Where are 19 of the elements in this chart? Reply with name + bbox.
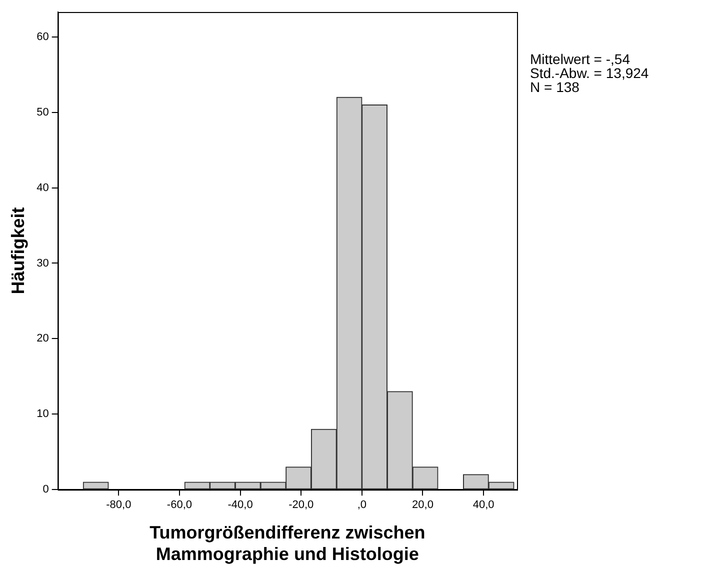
x-tick-label: 20,0 — [412, 499, 434, 512]
x-axis-title: Tumorgrößendifferenz zwischen Mammographie und Histologie — [150, 522, 426, 564]
x-tick-label: 40,0 — [472, 499, 494, 512]
y-axis-title: Häufigkeit — [8, 207, 28, 294]
text: Mittelwert = -,54 — [530, 51, 631, 67]
y-tick-label: 10 — [36, 408, 49, 420]
x-tick-label: -60,0 — [166, 499, 192, 512]
y-tick-label: 20 — [36, 332, 49, 345]
x-tick-label: -20,0 — [288, 499, 314, 512]
y-tick-label: 40 — [36, 182, 49, 194]
y-tick-label: 60 — [36, 30, 49, 43]
text: Std.-Abw. = 13,924 — [530, 65, 649, 81]
text: N = 138 — [530, 79, 580, 95]
x-tick-label: -40,0 — [228, 499, 253, 512]
y-tick-label: 30 — [36, 257, 49, 270]
y-tick-label: 50 — [36, 106, 49, 118]
x-tick-label: -80,0 — [106, 499, 132, 512]
x-tick-label: ,0 — [357, 499, 367, 512]
y-tick-label: 0 — [42, 484, 49, 496]
